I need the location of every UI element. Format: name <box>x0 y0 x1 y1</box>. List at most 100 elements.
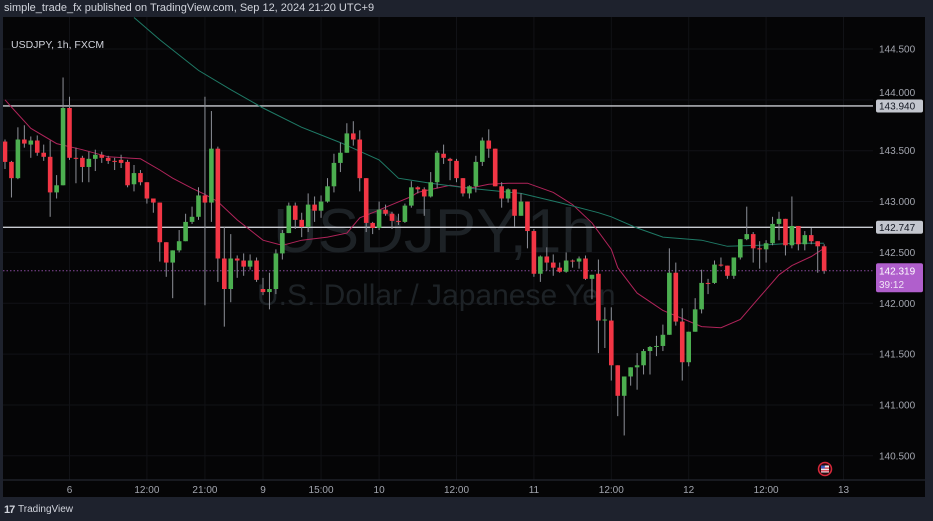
candle-body <box>99 154 105 158</box>
candle-body <box>280 233 285 254</box>
bar-countdown-text: 39:12 <box>879 280 904 291</box>
candle <box>60 77 66 186</box>
candle <box>267 272 272 310</box>
candle <box>215 146 221 282</box>
candle-body <box>247 260 253 267</box>
candle-body <box>686 331 691 363</box>
candle-body <box>415 187 421 190</box>
candle-body <box>609 320 614 366</box>
candle <box>331 153 337 193</box>
candle-body <box>351 133 356 140</box>
candle-body <box>434 152 440 183</box>
candle-body <box>254 260 259 280</box>
candle-body <box>744 234 750 240</box>
candle <box>151 198 156 213</box>
candle-body <box>222 258 227 290</box>
candle <box>705 278 711 295</box>
candle-body <box>750 234 756 249</box>
candle <box>499 182 504 208</box>
candle-body <box>273 253 279 290</box>
candle <box>376 201 382 231</box>
candle <box>415 186 421 194</box>
candle-body <box>344 133 350 153</box>
candle-body <box>447 158 453 161</box>
candle <box>189 206 195 224</box>
symbol-legend[interactable]: USDJPY, 1h, FXCM <box>11 39 105 51</box>
watermark-title: USDJPY,1h <box>273 197 596 266</box>
candle-body <box>783 218 788 246</box>
candle-body <box>763 243 769 250</box>
tradingview-logo-text[interactable]: TradingView <box>18 504 74 515</box>
candle <box>512 189 517 227</box>
candlestick-chart[interactable]: USDJPY,1h U.S. Dollar / Japanese Yen 144… <box>3 17 925 497</box>
time-tick-label: 15:00 <box>309 485 334 496</box>
candle-body <box>583 258 588 279</box>
candle-body <box>550 262 556 268</box>
time-axis[interactable]: 6 12:00 21:00 9 15:00 10 12:00 11 12:00 12 12:00 13 <box>3 479 925 496</box>
candle-body <box>563 260 569 272</box>
candle <box>686 331 691 367</box>
candle-body <box>47 156 53 193</box>
candle-body <box>699 282 704 310</box>
candle <box>667 248 672 335</box>
us-flag-icon[interactable] <box>817 461 833 477</box>
candle <box>247 254 253 270</box>
time-tick-label: 12:00 <box>444 485 469 496</box>
candle-body <box>305 204 311 227</box>
candle <box>660 324 666 352</box>
candle <box>596 259 601 354</box>
candle <box>634 353 640 390</box>
publish-header: simple_trade_fx published on TradingView… <box>0 0 933 17</box>
candle <box>525 201 530 249</box>
candle-body <box>654 345 659 347</box>
candle <box>467 185 472 199</box>
candle-body <box>499 186 504 199</box>
candle-body <box>234 258 240 261</box>
time-tick-label: 9 <box>260 485 266 496</box>
candle-body <box>292 205 298 220</box>
candle <box>286 202 292 234</box>
publish-info: simple_trade_fx published on TradingView… <box>4 2 375 14</box>
hline-price-text: 142.747 <box>879 223 916 234</box>
time-tick-label: 11 <box>529 485 540 496</box>
price-tick-label: 141.000 <box>879 400 916 411</box>
candle <box>363 178 369 233</box>
price-labels: 143.940 142.747 142.319 39:12 <box>876 99 923 293</box>
candle <box>163 242 169 277</box>
candle <box>679 308 685 381</box>
candle <box>131 164 137 192</box>
candle <box>125 159 130 188</box>
candle <box>628 367 633 386</box>
candle <box>144 182 150 204</box>
candle <box>234 255 240 278</box>
candle-body <box>376 209 382 228</box>
time-tick-label: 12 <box>683 485 695 496</box>
candle-body <box>428 182 433 197</box>
candle <box>480 137 485 166</box>
candle-body <box>15 139 21 179</box>
chart-pane[interactable]: USDJPY,1h U.S. Dollar / Japanese Yen 144… <box>3 17 925 497</box>
candle-body <box>189 216 195 222</box>
tradingview-logo-icon[interactable]: 17 <box>4 504 15 516</box>
candle-body <box>531 231 537 274</box>
candle-body <box>667 272 672 335</box>
hline-price-text: 143.940 <box>879 101 916 112</box>
candle <box>731 257 737 279</box>
watermark-subtitle: U.S. Dollar / Japanese Yen <box>257 279 616 312</box>
candle-body <box>634 365 640 368</box>
candle <box>41 144 46 161</box>
candle-body <box>802 235 808 245</box>
candle-body <box>473 161 479 187</box>
price-axis[interactable]: 144.500 144.000 143.500 143.000 142.500 142.0… <box>879 45 916 463</box>
candle <box>808 227 814 245</box>
candle-body <box>628 367 633 377</box>
candle-body <box>54 185 59 193</box>
candle-body <box>441 153 446 158</box>
time-tick-label: 6 <box>67 485 73 496</box>
candle-body <box>602 319 608 321</box>
candle <box>744 206 750 241</box>
candle <box>305 193 311 233</box>
candle-body <box>125 161 130 186</box>
candle <box>434 150 440 189</box>
candle <box>718 257 724 267</box>
